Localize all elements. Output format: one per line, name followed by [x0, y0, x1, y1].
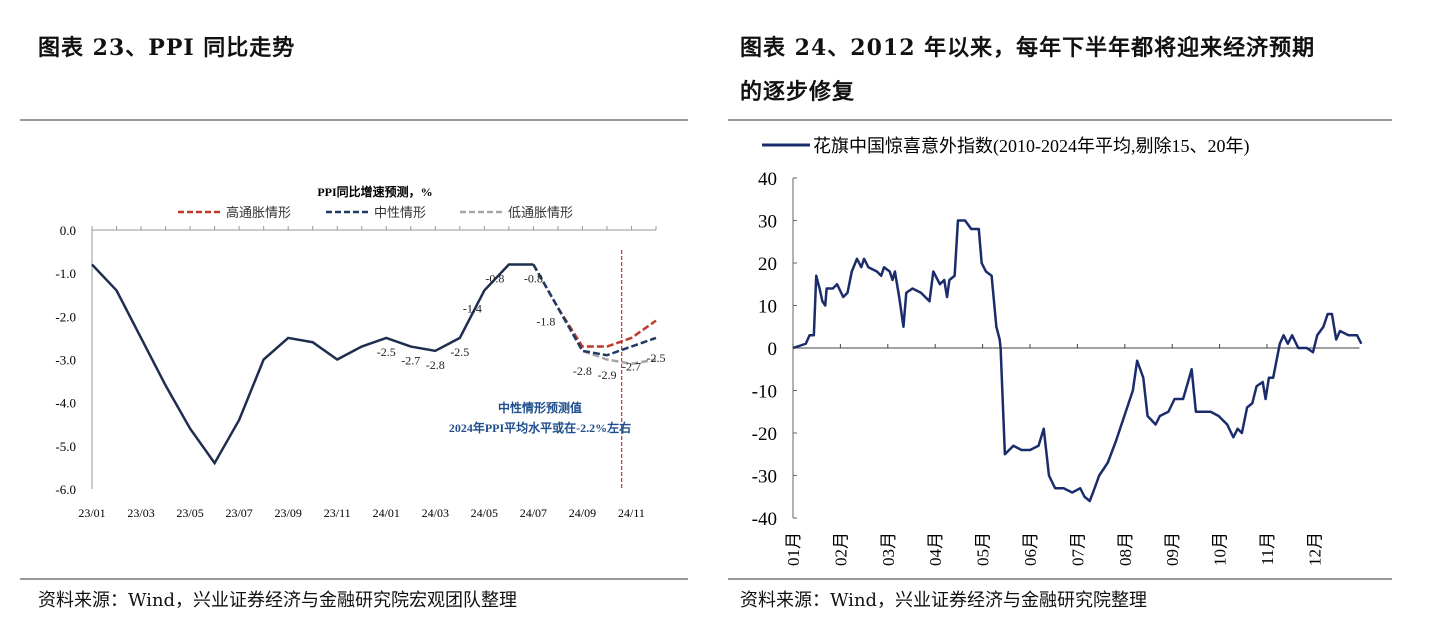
x-tick-label: 24/05: [471, 506, 498, 520]
y-tick-label: -6.0: [55, 482, 76, 497]
data-label: -0.8: [485, 272, 504, 286]
x-tick-label: 23/07: [225, 506, 252, 520]
right-top-rule: [728, 119, 1392, 121]
legend-label: 高通胀情形: [226, 205, 291, 220]
left-top-rule: [20, 119, 688, 121]
x-tick-label: 23/05: [176, 506, 203, 520]
left-figure-title: 图表 23、PPI 同比走势: [38, 35, 296, 61]
data-label: -2.7: [401, 354, 420, 368]
y-tick-label: -10: [752, 382, 777, 403]
data-label: -1.8: [536, 315, 555, 329]
x-tick-label: 24/01: [373, 506, 400, 520]
x-tick-label: 24/09: [569, 506, 596, 520]
data-label: -1.4: [463, 301, 482, 315]
actual-ppi-line: [91, 263, 534, 466]
x-tick-label: 23/11: [324, 506, 351, 520]
y-tick-label: -1.0: [55, 266, 76, 281]
y-tick-label: -2.0: [55, 309, 76, 324]
data-label: -2.5: [377, 345, 396, 359]
data-label: -2.9: [597, 368, 616, 382]
data-label: -2.5: [450, 345, 469, 359]
x-tick-label: 09月: [1163, 532, 1182, 566]
x-tick-label: 01月: [784, 532, 803, 566]
data-label: -2.8: [573, 364, 592, 378]
x-tick-label: 24/11: [618, 506, 645, 520]
left-source-note: 资料来源：Wind，兴业证券经济与金融研究院宏观团队整理: [38, 590, 518, 611]
data-label: -2.5: [647, 351, 666, 365]
x-tick-label: 03月: [879, 532, 898, 566]
y-tick-label: 20: [758, 254, 777, 275]
x-tick-label: 07月: [1068, 532, 1087, 566]
right-figure-title-line1: 图表 24、2012 年以来，每年下半年都将迎来经济预期: [740, 35, 1316, 61]
x-tick-label: 23/01: [78, 506, 105, 520]
y-tick-label: -20: [752, 424, 777, 445]
annotation-line2: 2024年PPI平均水平或在-2.2%左右: [449, 420, 631, 435]
y-tick-label: -30: [752, 467, 777, 488]
y-tick-label: -4.0: [55, 396, 76, 411]
left-bottom-rule: [20, 578, 688, 580]
y-tick-label: 30: [758, 212, 777, 233]
x-tick-label: 23/09: [275, 506, 302, 520]
y-tick-label: -5.0: [55, 439, 76, 454]
y-tick-label: 0.0: [60, 223, 76, 238]
x-tick-label: 04月: [926, 532, 945, 566]
data-label: -2.7: [622, 360, 641, 374]
right-bottom-rule: [728, 578, 1392, 580]
data-label: -0.8: [524, 272, 543, 286]
y-tick-label: 0: [768, 339, 778, 360]
y-tick-label: -3.0: [55, 353, 76, 368]
surprise-index-line: [792, 219, 1363, 503]
x-tick-label: 24/03: [422, 506, 449, 520]
right-source-note: 资料来源：Wind，兴业证券经济与金融研究院整理: [740, 590, 1148, 611]
x-tick-label: 24/07: [520, 506, 547, 520]
x-tick-label: 06月: [1021, 532, 1040, 566]
y-tick-label: 10: [758, 297, 777, 318]
x-tick-label: 02月: [831, 532, 850, 566]
legend-label: 中性情形: [374, 205, 426, 220]
forecast-line-1: [532, 263, 657, 357]
x-tick-label: 08月: [1116, 532, 1135, 566]
x-tick-label: 12月: [1305, 532, 1324, 566]
annotation-line1: 中性情形预测值: [498, 400, 582, 415]
x-tick-label: 23/03: [127, 506, 154, 520]
x-tick-label: 11月: [1258, 532, 1277, 565]
y-tick-label: -40: [752, 509, 777, 530]
x-tick-label: 10月: [1211, 532, 1230, 566]
legend-label: 低通胀情形: [508, 205, 573, 220]
x-tick-label: 05月: [974, 532, 993, 566]
y-tick-label: 40: [758, 169, 777, 190]
legend-label: 花旗中国惊喜意外指数(2010-2024年平均,剔除15、20年): [813, 136, 1249, 157]
right-figure-title-line2: 的逐步修复: [740, 79, 856, 105]
data-label: -2.8: [426, 358, 445, 372]
chart-title: PPI同比增速预测，%: [317, 184, 432, 199]
